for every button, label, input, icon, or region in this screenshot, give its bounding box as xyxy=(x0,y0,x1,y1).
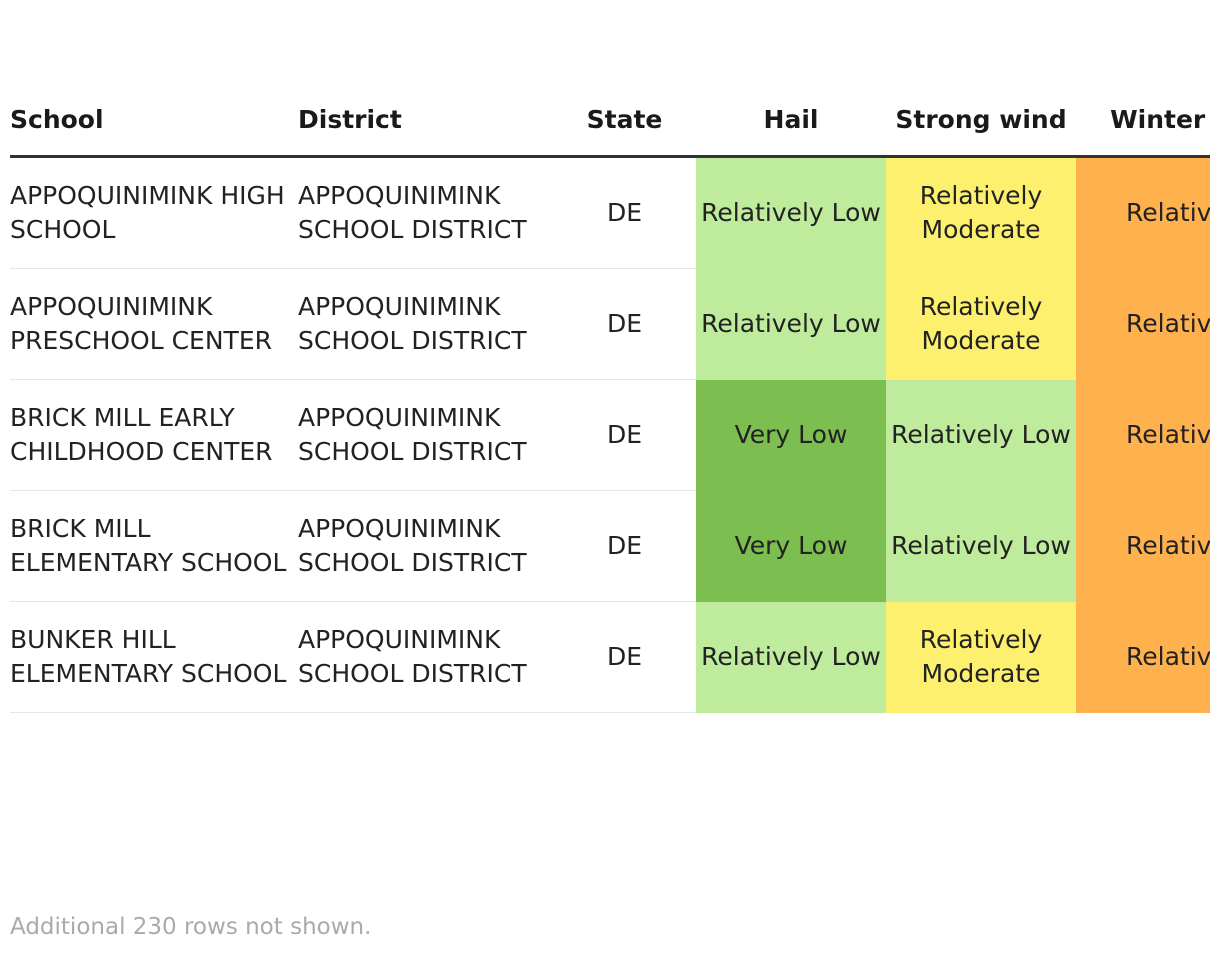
footnote: Additional 230 rows not shown. xyxy=(10,914,372,940)
rating-cell: Relatively High xyxy=(1076,379,1210,491)
rating-cell: Relatively Low xyxy=(696,156,886,269)
column-header: Strong wind xyxy=(886,0,1076,158)
table-row: APPOQUINIMINK PRESCHOOL CENTER APPOQUINIM… xyxy=(10,268,1210,380)
rating-cell: Relatively High xyxy=(1076,490,1210,602)
rating-cell: Relatively Low xyxy=(886,490,1076,602)
table-container: School District State Hail Strong wind Winter… xyxy=(10,0,1210,900)
table-cell: APPOQUINIMINK HIGH SCHOOL xyxy=(10,156,298,269)
rating-cell: Relatively Low xyxy=(696,268,886,380)
table-body: APPOQUINIMINK HIGH SCHOOL APPOQUINIMINK S… xyxy=(10,156,1210,713)
column-header: Winter weather xyxy=(1076,0,1210,158)
table-row: BUNKER HILL ELEMENTARY SCHOOL APPOQUINIMI… xyxy=(10,601,1210,713)
table-cell: DE xyxy=(586,156,696,269)
column-header: School xyxy=(10,0,298,158)
header-row: School District State Hail Strong wind Winter… xyxy=(10,0,1210,158)
table-cell: DE xyxy=(586,490,696,602)
table-cell: APPOQUINIMINK SCHOOL DISTRICT xyxy=(298,379,586,491)
rating-cell: Very Low xyxy=(696,490,886,602)
rating-cell: Relatively Moderate xyxy=(886,601,1076,713)
table-cell: APPOQUINIMINK SCHOOL DISTRICT xyxy=(298,601,586,713)
table-cell: BUNKER HILL ELEMENTARY SCHOOL xyxy=(10,601,298,713)
table-cell: APPOQUINIMINK PRESCHOOL CENTER xyxy=(10,268,298,380)
table-row: APPOQUINIMINK HIGH SCHOOL APPOQUINIMINK S… xyxy=(10,156,1210,269)
table-cell: DE xyxy=(586,379,696,491)
rating-cell: Relatively Low xyxy=(696,601,886,713)
rating-cell: Relatively High xyxy=(1076,601,1210,713)
column-header: District xyxy=(298,0,586,158)
table-cell: APPOQUINIMINK SCHOOL DISTRICT xyxy=(298,156,586,269)
table-cell: APPOQUINIMINK SCHOOL DISTRICT xyxy=(298,490,586,602)
table-row: BRICK MILL EARLY CHILDHOOD CENTER APPOQUI… xyxy=(10,379,1210,491)
rating-cell: Relatively High xyxy=(1076,268,1210,380)
table-cell: APPOQUINIMINK SCHOOL DISTRICT xyxy=(298,268,586,380)
rating-cell: Relatively High xyxy=(1076,156,1210,269)
rating-cell: Relatively Moderate xyxy=(886,156,1076,269)
table-cell: DE xyxy=(586,268,696,380)
column-header: Hail xyxy=(696,0,886,158)
rating-cell: Very Low xyxy=(696,379,886,491)
risk-table: School District State Hail Strong wind Winter… xyxy=(10,0,1210,713)
rating-cell: Relatively Moderate xyxy=(886,268,1076,380)
table-row: BRICK MILL ELEMENTARY SCHOOL APPOQUINIMIN… xyxy=(10,490,1210,602)
column-header: State xyxy=(586,0,696,158)
table-cell: DE xyxy=(586,601,696,713)
table-cell: BRICK MILL ELEMENTARY SCHOOL xyxy=(10,490,298,602)
table-cell: BRICK MILL EARLY CHILDHOOD CENTER xyxy=(10,379,298,491)
rating-cell: Relatively Low xyxy=(886,379,1076,491)
